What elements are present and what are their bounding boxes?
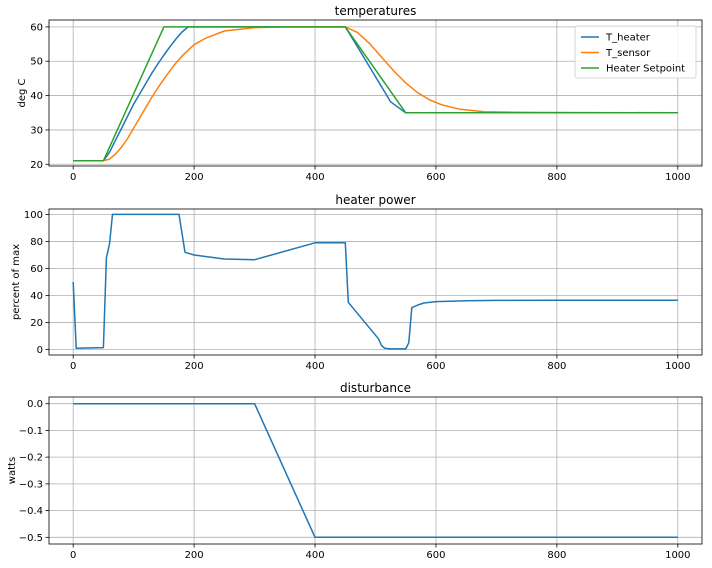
chart-title: heater power [335, 193, 415, 207]
series-line-t-sensor [73, 26, 678, 162]
legend: T_heater T_sensor Heater Setpoint [574, 25, 697, 79]
x-tick-label: 600 [426, 361, 445, 372]
y-axis-label: deg C [17, 78, 28, 107]
x-tick-label: 800 [547, 361, 566, 372]
x-tick-label: 400 [305, 361, 324, 372]
x-tick-label: 0 [70, 172, 76, 183]
x-tick-label: 1000 [665, 172, 690, 183]
x-tick-label: 0 [70, 550, 76, 561]
y-tick-label: −0.1 [19, 426, 43, 437]
y-tick-label: 20 [30, 318, 43, 329]
x-tick-label: 600 [426, 550, 445, 561]
y-tick-label: 80 [30, 237, 43, 248]
subplot-2: 0 200 400 600 800 1000 0.0 −0.1 −0.2 −0.3 −0.4 −0.5… [7, 381, 703, 561]
x-tick-label: 400 [305, 550, 324, 561]
axes-frame [48, 396, 703, 545]
y-axis-label: watts [7, 457, 18, 484]
y-tick-label: −0.4 [19, 506, 43, 517]
x-tick-label: 400 [305, 172, 324, 183]
y-tick-label: 60 [30, 264, 43, 275]
series-line-heater-setpoint [73, 26, 678, 162]
y-tick-label: 30 [30, 125, 43, 136]
y-tick-label: 100 [24, 210, 43, 221]
x-tick-label: 200 [185, 172, 204, 183]
y-tick-label: 0.0 [27, 399, 43, 410]
series-line-0 [72, 213, 678, 350]
subplot-0: 0 200 400 600 800 1000 20 30 40 50 60 temperatures d… [17, 4, 703, 183]
y-tick-label: −0.5 [19, 533, 43, 544]
y-tick-label: 40 [30, 91, 43, 102]
y-tick-label: 60 [30, 22, 43, 33]
y-axis-label: percent of max [11, 244, 22, 320]
x-tick-label: 200 [185, 361, 204, 372]
subplots: 0 200 400 600 800 10002030405060temperaturesd… [7, 4, 703, 561]
x-tick-label: 800 [547, 172, 566, 183]
subplot-1: 0 200 400 600 800 1000 0 20 40 60 80 100 heater powe… [11, 193, 703, 372]
series-line-0 [73, 402, 678, 539]
x-tick-label: 0 [70, 361, 76, 372]
x-tick-label: 600 [426, 172, 445, 183]
y-tick-label: 20 [30, 160, 43, 171]
y-tick-label: −0.3 [19, 479, 43, 490]
y-tick-label: 40 [30, 291, 43, 302]
legend-box [574, 25, 697, 79]
axes-frame [48, 208, 703, 356]
x-tick-label: 800 [547, 550, 566, 561]
x-tick-label: 1000 [665, 361, 690, 372]
legend-label: T_heater [605, 33, 651, 44]
chart-title: temperatures [335, 4, 417, 18]
legend-label: Heater Setpoint [606, 64, 685, 75]
axes-frame [48, 19, 703, 167]
y-tick-label: 0 [37, 345, 43, 356]
chart-title: disturbance [340, 381, 411, 395]
legend-label: T_sensor [605, 48, 651, 59]
y-tick-label: −0.2 [19, 453, 43, 464]
x-tick-label: 200 [185, 550, 204, 561]
x-tick-label: 1000 [665, 550, 690, 561]
y-tick-label: 50 [30, 57, 43, 68]
